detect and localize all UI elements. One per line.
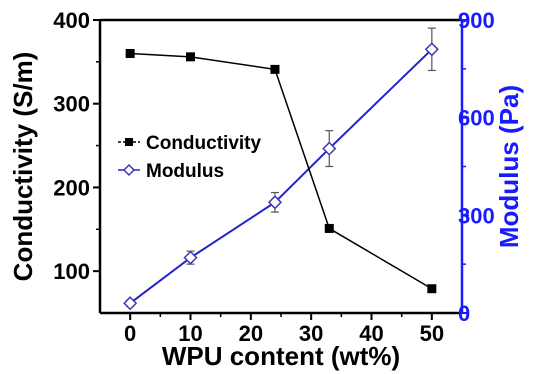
x-tick-label: 20 bbox=[239, 321, 263, 346]
y-left-axis-title: Conductivity (S/m) bbox=[8, 52, 38, 282]
y-left-tick-label: 200 bbox=[53, 175, 90, 200]
y-right-tick-label: 300 bbox=[458, 203, 495, 228]
legend-conductivity-label: Conductivity bbox=[146, 133, 261, 154]
modulus-point bbox=[267, 195, 283, 210]
y-left-tick-label: 400 bbox=[53, 8, 90, 33]
conductivity-point bbox=[324, 223, 334, 233]
axes-layer: 0 10 20 30 40 50 100 200 300 400 0 300 600 900 bbox=[53, 8, 494, 346]
y-left-tick-label: 100 bbox=[53, 259, 90, 284]
conductivity-point bbox=[427, 284, 437, 294]
axis-titles: WPU content (wt%) Conductivity (S/m) Mod… bbox=[8, 52, 524, 371]
series-layer bbox=[123, 27, 439, 311]
x-axis-title: WPU content (wt%) bbox=[162, 341, 400, 371]
legend-modulus-label: Modulus bbox=[146, 161, 224, 182]
modulus-point bbox=[123, 296, 138, 311]
y-right-tick-label: 0 bbox=[458, 301, 470, 326]
x-tick-label: 30 bbox=[299, 321, 323, 346]
conductivity-point bbox=[186, 52, 195, 62]
y-left-tick-label: 300 bbox=[53, 92, 90, 117]
modulus-point bbox=[424, 42, 439, 57]
x-tick-label: 50 bbox=[420, 321, 444, 346]
y-right-axis-title: Modulus (Pa) bbox=[494, 85, 524, 248]
x-tick-label: 40 bbox=[359, 321, 383, 346]
modulus-point bbox=[183, 250, 198, 265]
conductivity-point bbox=[125, 48, 135, 58]
modulus-point bbox=[322, 141, 337, 156]
legend-conductivity-marker bbox=[125, 138, 133, 146]
y-right-tick-label: 900 bbox=[458, 8, 495, 33]
y-right-tick-label: 600 bbox=[458, 106, 495, 131]
legend: Conductivity Modulus bbox=[118, 133, 261, 182]
x-tick-label: 10 bbox=[178, 321, 202, 346]
conductivity-point bbox=[270, 64, 280, 74]
x-tick-label: 0 bbox=[124, 321, 136, 346]
legend-modulus-marker bbox=[122, 163, 136, 177]
